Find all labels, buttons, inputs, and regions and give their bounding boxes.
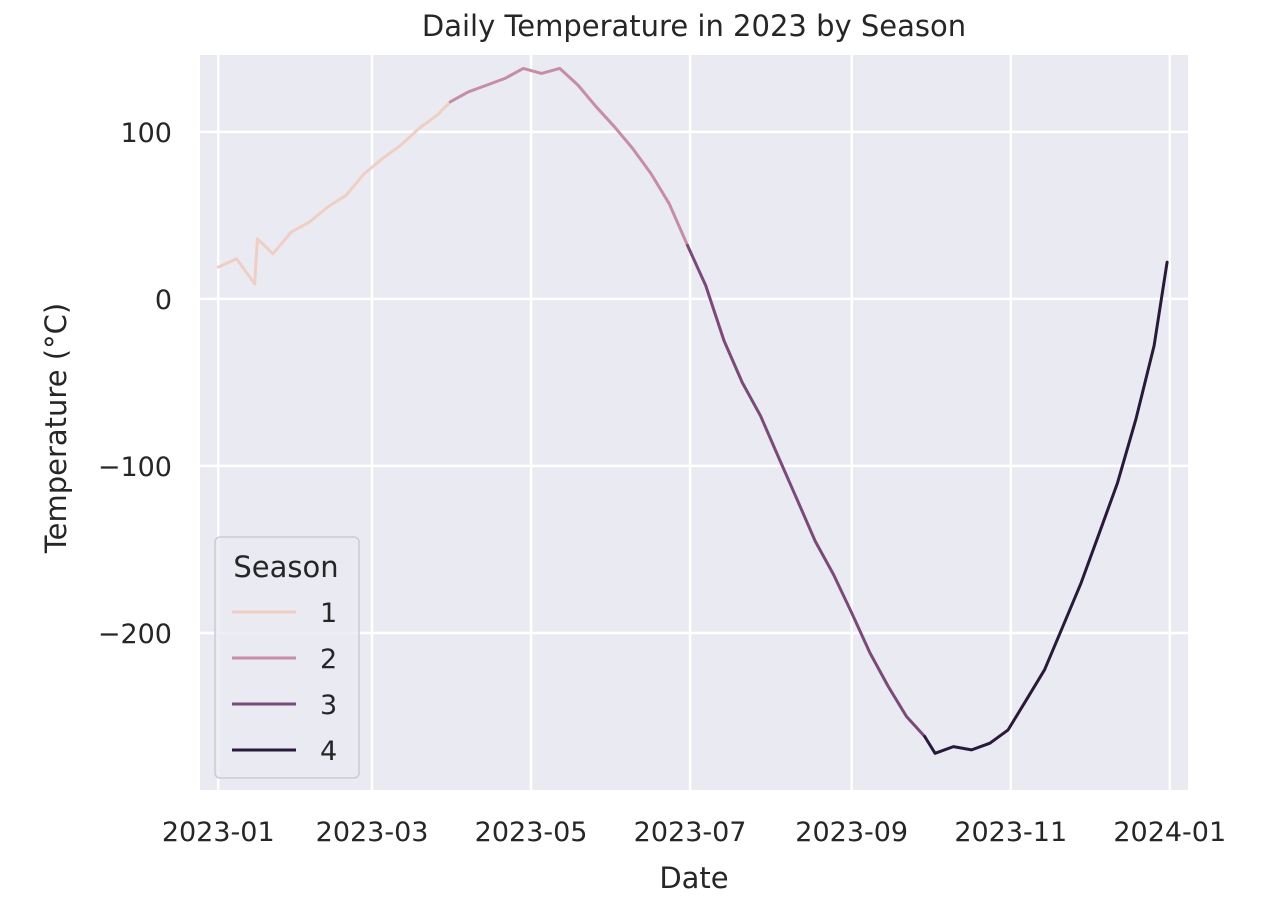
y-tick-label: −200: [98, 619, 172, 650]
x-tick-label: 2023-05: [475, 817, 588, 848]
grid-lines: [200, 55, 1188, 790]
x-tick-label: 2023-03: [316, 817, 429, 848]
y-axis-label: Temperature (°C): [39, 303, 73, 554]
x-axis-label: Date: [659, 861, 728, 895]
plot-area: [200, 55, 1188, 790]
series-line-3: [686, 243, 927, 738]
x-tick-label: 2023-07: [634, 817, 747, 848]
y-tick-label: 100: [120, 118, 172, 149]
x-tick-label: 2023-11: [954, 817, 1067, 848]
series-line-2: [448, 66, 689, 247]
x-tick-label: 2024-01: [1113, 817, 1226, 848]
legend-label-2: 2: [320, 644, 337, 675]
legend: Season 1 2 3 4: [214, 536, 360, 779]
legend-title: Season: [233, 550, 338, 584]
series-line-4: [923, 260, 1169, 755]
x-tick-labels: 2023-01 2023-03 2023-05 2023-07 2023-09 2023-…: [162, 817, 1226, 848]
chart-title: Daily Temperature in 2023 by Season: [422, 9, 966, 43]
series-line-1: [216, 100, 452, 286]
y-tick-labels: 100 0 −100 −200: [98, 118, 172, 650]
x-tick-label: 2023-09: [795, 817, 908, 848]
series-lines: [216, 66, 1169, 755]
legend-entries: 1 2 3 4: [232, 598, 337, 767]
y-tick-label: 0: [155, 285, 172, 316]
legend-label-4: 4: [320, 736, 337, 767]
legend-label-1: 1: [320, 598, 337, 629]
x-tick-label: 2023-01: [162, 817, 275, 848]
y-tick-label: −100: [98, 452, 172, 483]
legend-label-3: 3: [320, 690, 337, 721]
